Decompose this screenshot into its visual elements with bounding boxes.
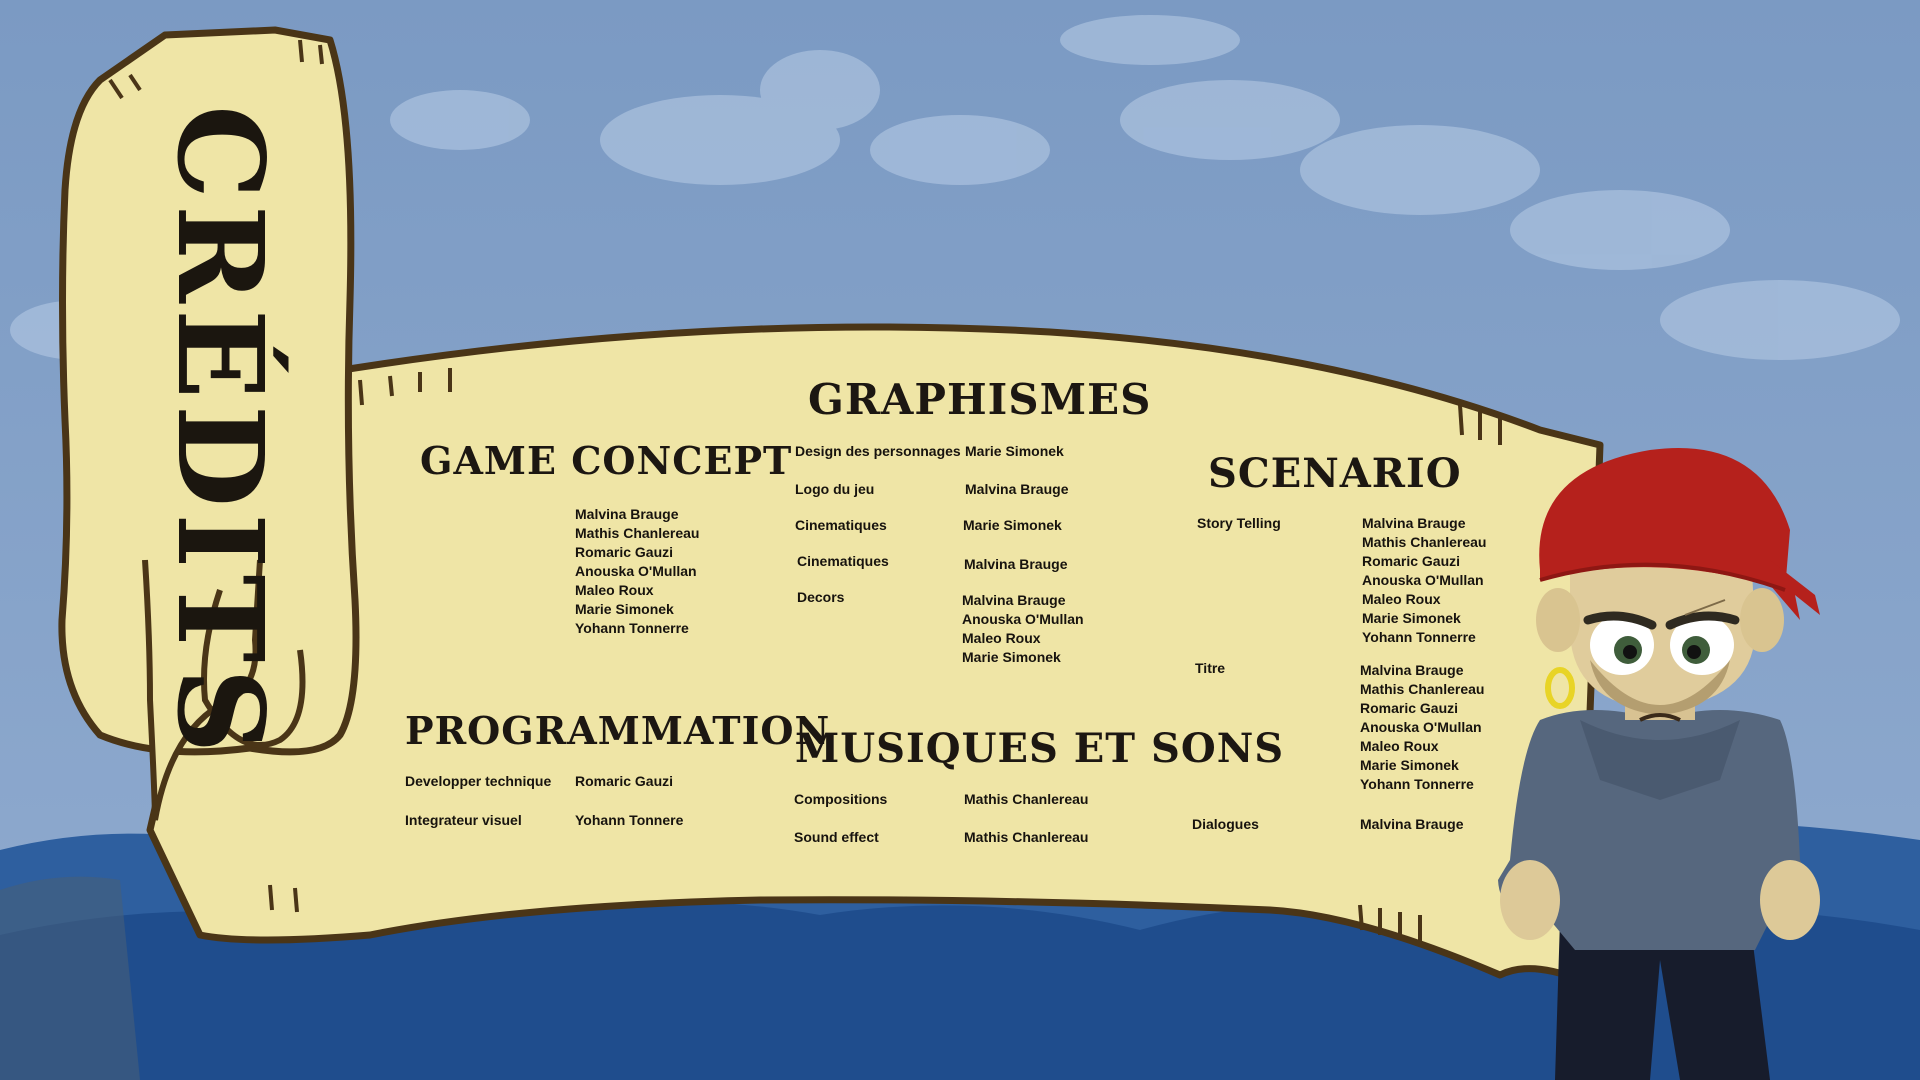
list-item: Romaric Gauzi <box>1360 700 1459 716</box>
pirate-character <box>1498 447 1820 1080</box>
graphismes-name-2: Malvina Brauge <box>965 481 1069 497</box>
list-item: Malvina Brauge <box>575 506 679 522</box>
list-item: Marie Simonek <box>962 649 1061 665</box>
musiques-role-1: Compositions <box>794 791 888 807</box>
list-item: Mathis Chanlereau <box>1362 534 1487 550</box>
list-item: Marie Simonek <box>1360 757 1459 773</box>
page-title: CRÉDITS <box>151 105 290 760</box>
graphismes-name-4: Malvina Brauge <box>964 556 1068 572</box>
game-concept-names: Malvina Brauge Mathis Chanlereau Romaric… <box>575 505 699 638</box>
cloud-shapes <box>10 15 1900 360</box>
list-item: Malvina Brauge <box>1362 515 1466 531</box>
list-item: Anouska O'Mullan <box>962 611 1084 627</box>
list-item: Maleo Roux <box>1362 591 1441 607</box>
list-item: Yohann Tonnerre <box>1362 629 1476 645</box>
programmation-name-2: Yohann Tonnere <box>575 812 684 828</box>
graphismes-name-1: Marie Simonek <box>965 443 1064 459</box>
graphismes-role-decors: Decors <box>797 589 845 605</box>
list-item: Romaric Gauzi <box>1362 553 1461 569</box>
section-heading-graphismes: GRAPHISMES <box>808 375 1152 424</box>
section-heading-programmation: PROGRAMMATION <box>405 708 831 753</box>
graphismes-role-4: Cinematiques <box>797 553 889 569</box>
programmation-role-1: Developper technique <box>405 773 552 789</box>
graphismes-name-3: Marie Simonek <box>963 517 1062 533</box>
musiques-name-2: Mathis Chanlereau <box>964 829 1089 845</box>
list-item: Malvina Brauge <box>1360 662 1464 678</box>
scroll-banner <box>58 26 1604 984</box>
list-item: Mathis Chanlereau <box>1360 681 1485 697</box>
musiques-role-2: Sound effect <box>794 829 879 845</box>
graphismes-decors-names: Malvina Brauge Anouska O'Mullan Maleo Ro… <box>962 591 1084 667</box>
programmation-name-1: Romaric Gauzi <box>575 773 674 789</box>
scenario-role-titre: Titre <box>1195 660 1226 676</box>
list-item: Malvina Brauge <box>962 592 1066 608</box>
scenario-role-story: Story Telling <box>1197 515 1281 531</box>
list-item: Anouska O'Mullan <box>1360 719 1482 735</box>
list-item: Yohann Tonnerre <box>1360 776 1474 792</box>
list-item: Romaric Gauzi <box>575 544 674 560</box>
scenario-titre-names: Malvina Brauge Mathis Chanlereau Romaric… <box>1360 661 1484 794</box>
scenario-name-dialogues: Malvina Brauge <box>1360 816 1464 832</box>
list-item: Marie Simonek <box>575 601 674 617</box>
section-heading-musiques: MUSIQUES ET SONS <box>795 725 1285 772</box>
list-item: Anouska O'Mullan <box>1362 572 1484 588</box>
scenario-role-dialogues: Dialogues <box>1192 816 1259 832</box>
list-item: Maleo Roux <box>962 630 1041 646</box>
list-item: Yohann Tonnerre <box>575 620 689 636</box>
scenario-story-names: Malvina Brauge Mathis Chanlereau Romaric… <box>1362 514 1486 647</box>
list-item: Maleo Roux <box>1360 738 1439 754</box>
list-item: Marie Simonek <box>1362 610 1461 626</box>
musiques-name-1: Mathis Chanlereau <box>964 791 1089 807</box>
list-item: Anouska O'Mullan <box>575 563 697 579</box>
programmation-role-2: Integrateur visuel <box>405 812 522 828</box>
section-heading-scenario: SCENARIO <box>1208 450 1462 497</box>
section-heading-game-concept: GAME CONCEPT <box>420 438 793 483</box>
graphismes-role-3: Cinematiques <box>795 517 887 533</box>
list-item: Mathis Chanlereau <box>575 525 700 541</box>
graphismes-role-1: Design des personnages <box>795 443 961 459</box>
graphismes-role-2: Logo du jeu <box>795 481 875 497</box>
list-item: Maleo Roux <box>575 582 654 598</box>
